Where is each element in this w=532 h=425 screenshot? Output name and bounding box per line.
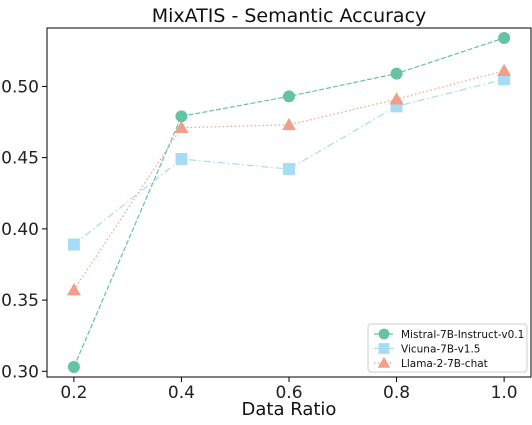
data-point-square <box>67 238 80 251</box>
legend-label: Vicuna-7B-v1.5 <box>401 344 480 356</box>
ticks-layer: 0.2 0.4 0.6 0.8 1.0 0.30 0.35 0.40 0.45 0.50 <box>1 77 517 403</box>
series-line <box>73 70 505 291</box>
legend-item: Llama-2-7B-chat <box>374 356 488 370</box>
data-point-circle <box>67 361 80 374</box>
x-tick-label: 0.4 <box>168 383 195 403</box>
data-point-triangle <box>389 92 404 105</box>
data-point-triangle <box>497 63 512 76</box>
data-point-triangle <box>282 117 296 131</box>
data-point-square <box>175 153 188 166</box>
data-point-square <box>283 163 295 176</box>
series-line <box>73 78 505 245</box>
chart-title: MixATIS - Semantic Accuracy <box>152 5 427 27</box>
legend-label: Llama-2-7B-chat <box>401 358 488 370</box>
series-layer <box>66 31 512 374</box>
legend-label: Mistral-7B-Instruct-v0.1 <box>401 329 524 341</box>
y-tick-label: 0.50 <box>1 77 39 97</box>
data-point-circle <box>498 31 511 44</box>
legend-marker-triangle <box>377 356 391 368</box>
y-tick-label: 0.30 <box>1 362 39 382</box>
legend-marker-square <box>378 343 390 354</box>
legend-box <box>367 323 528 373</box>
data-point-triangle <box>66 283 81 296</box>
y-tick-label: 0.45 <box>1 149 39 169</box>
series-line <box>73 37 505 368</box>
data-point-triangle <box>174 120 189 133</box>
data-point-circle <box>283 90 295 103</box>
legend-item: Vicuna-7B-v1.5 <box>374 343 480 356</box>
series-circle <box>67 31 511 374</box>
data-point-circle <box>390 67 403 80</box>
x-tick-label: 0.8 <box>383 383 410 403</box>
legend-marker-circle <box>378 328 390 340</box>
series-triangle <box>66 63 512 296</box>
x-axis-label: Data Ratio <box>242 399 337 420</box>
x-tick-label: 0.2 <box>60 383 87 403</box>
data-point-square <box>498 73 511 86</box>
data-point-circle <box>175 110 188 123</box>
y-tick-label: 0.40 <box>1 220 39 240</box>
y-tick-label: 0.35 <box>1 291 39 311</box>
x-tick-label: 1.0 <box>491 383 518 403</box>
legend: Mistral-7B-Instruct-v0.1 Vicuna-7B-v1.5 Ll… <box>367 323 528 373</box>
x-tick-label: 0.6 <box>275 383 302 403</box>
legend-item: Mistral-7B-Instruct-v0.1 <box>374 328 524 341</box>
